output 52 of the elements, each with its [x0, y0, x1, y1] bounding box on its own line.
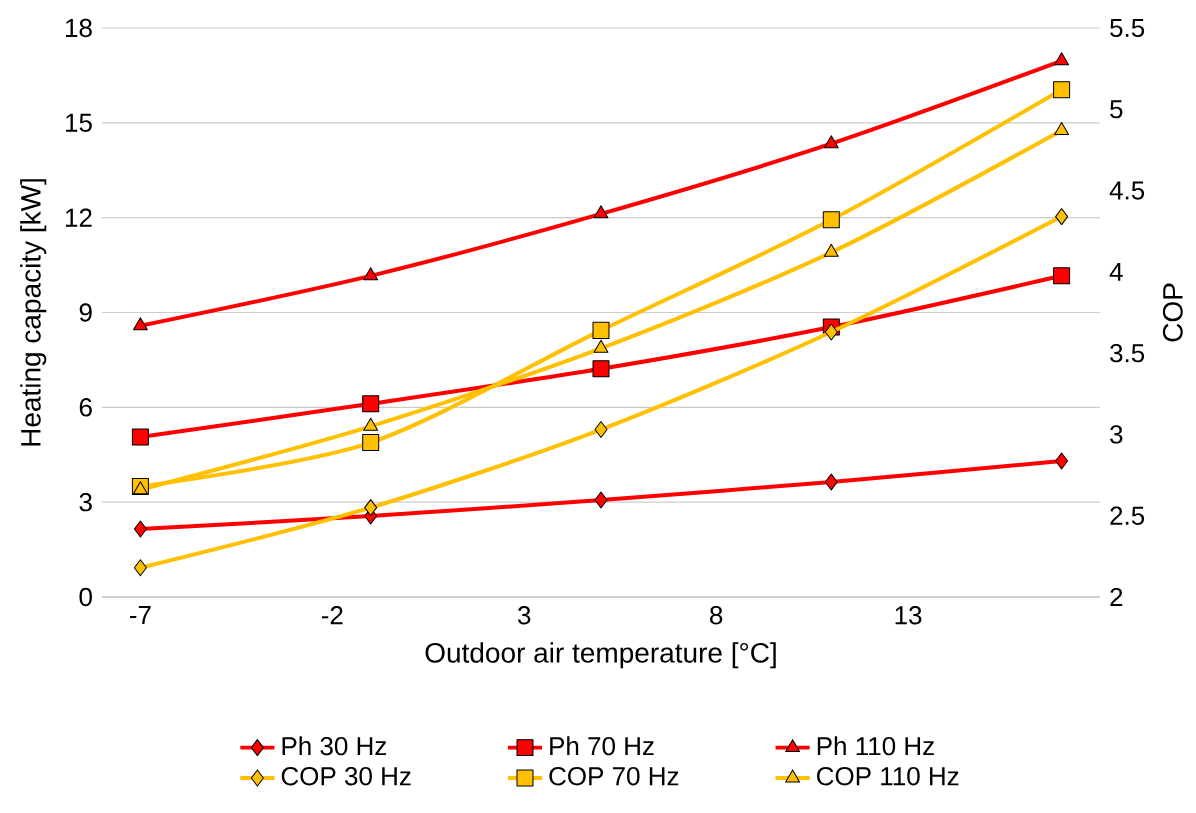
point [592, 321, 610, 339]
point [824, 473, 838, 491]
x-tick-label: 13 [895, 606, 922, 625]
point [822, 211, 840, 229]
point [1053, 267, 1071, 285]
point [823, 135, 839, 149]
point [594, 421, 608, 439]
x-axis-title: Outdoor air temperature [°C] [425, 642, 776, 669]
y-axis-title: Heating capacity [kW] [20, 179, 47, 446]
y2-tick-label: 5 [1110, 100, 1123, 119]
legend-label: COP 110 Hz [817, 766, 959, 786]
x-tick-label: 8 [710, 606, 723, 625]
point [131, 428, 149, 446]
y2-tick-label: 5.5 [1110, 18, 1145, 38]
y2-axis-title: COP [1162, 283, 1183, 342]
point [1054, 52, 1070, 66]
point [133, 520, 147, 538]
y-tick-label: 0 [79, 587, 92, 607]
y2-tick-label: 2 [1110, 587, 1123, 607]
legend-label: Ph 70 Hz [550, 736, 654, 756]
legend-label: COP 30 Hz [281, 766, 411, 786]
x-tick-label: -7 [129, 606, 151, 624]
y2-tick-label: 3 [1110, 425, 1123, 444]
y-tick-label: 6 [79, 398, 92, 417]
y2-tick-label: 3.5 [1110, 343, 1145, 363]
point [133, 559, 147, 577]
point [363, 267, 379, 281]
point [364, 499, 378, 517]
point [132, 481, 148, 495]
y2-tick-label: 2.5 [1110, 506, 1145, 525]
point [362, 395, 380, 413]
legend-label: Ph 110 Hz [817, 736, 934, 756]
x-tick-label: -2 [321, 606, 343, 625]
y-tick-label: 3 [79, 492, 92, 512]
point [362, 434, 380, 452]
legend-label: Ph 30 Hz [282, 736, 387, 756]
point [594, 491, 608, 509]
y2-tick-label: 4 [1109, 262, 1123, 281]
point [1055, 208, 1069, 226]
y-tick-label: 9 [79, 303, 92, 322]
point [592, 360, 610, 378]
legend-label: COP 70 Hz [549, 766, 679, 786]
point [824, 323, 838, 341]
point [593, 205, 609, 219]
y2-tick-label: 4.5 [1109, 181, 1145, 200]
point [1053, 81, 1071, 99]
point [1055, 452, 1069, 470]
y-tick-label: 18 [65, 18, 92, 38]
x-tick-label: 3 [518, 606, 531, 625]
y-tick-label: 12 [65, 208, 92, 227]
y-tick-label: 15 [65, 113, 92, 132]
point [132, 317, 148, 331]
